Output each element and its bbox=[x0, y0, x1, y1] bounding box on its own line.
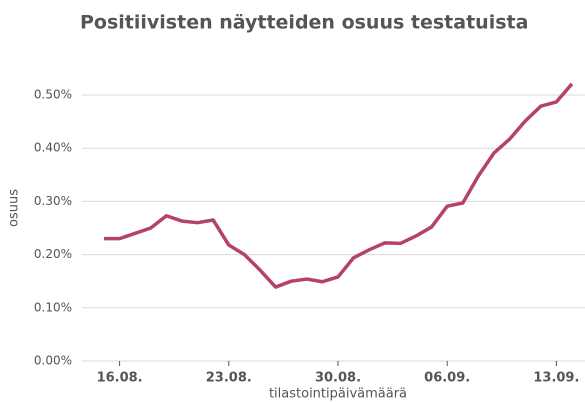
x-axis-label: tilastointipäivämäärä bbox=[269, 387, 407, 402]
x-tick-label: 23.08. bbox=[206, 371, 252, 386]
y-axis-label: osuus bbox=[7, 189, 22, 227]
x-tick-label: 06.09. bbox=[424, 371, 470, 386]
y-tick-label: 0.00% bbox=[34, 354, 72, 368]
line bbox=[104, 82, 574, 289]
y-tick-label: 0.30% bbox=[34, 194, 72, 208]
x-tick-label: 16.08. bbox=[97, 371, 143, 386]
y-tick-label: 0.20% bbox=[34, 247, 72, 261]
y-tick-label: 0.50% bbox=[34, 88, 72, 102]
x-tick-label: 13.09. bbox=[533, 371, 579, 386]
chart-title: Positiivisten näytteiden osuus testatuis… bbox=[80, 12, 528, 34]
y-tick-label: 0.40% bbox=[34, 141, 72, 155]
y-tick-label: 0.10% bbox=[34, 300, 72, 314]
x-tick-label: 30.08. bbox=[315, 371, 361, 386]
